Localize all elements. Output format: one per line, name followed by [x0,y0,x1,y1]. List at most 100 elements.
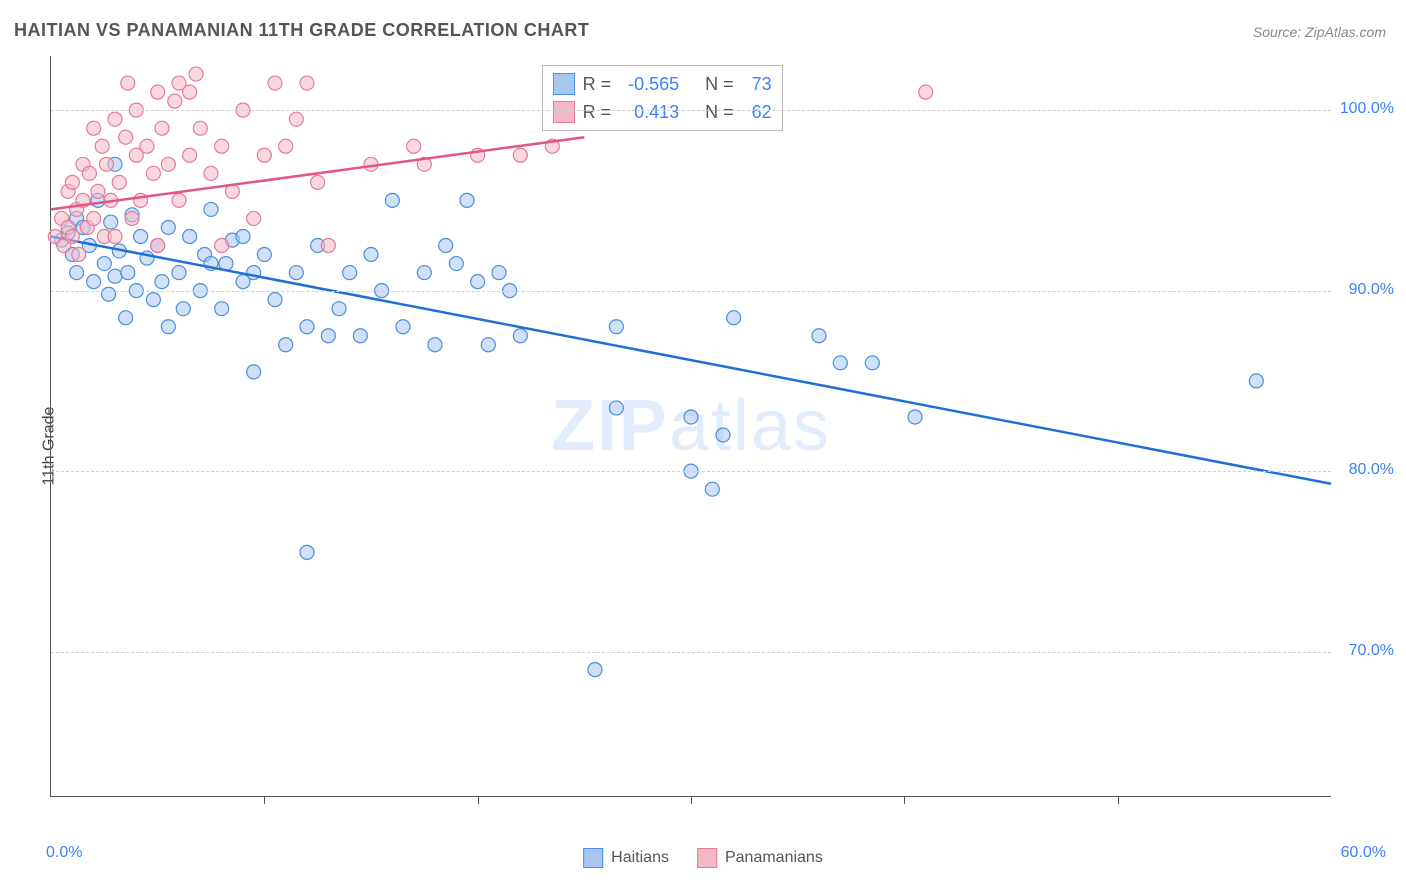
data-point [125,211,139,225]
x-tick [1118,796,1119,804]
y-tick-label: 80.0% [1349,461,1394,479]
data-point [321,239,335,253]
data-point [343,266,357,280]
data-point [300,545,314,559]
data-point [65,175,79,189]
data-point [151,239,165,253]
data-point [311,175,325,189]
data-point [449,257,463,271]
data-point [95,139,109,153]
y-tick-label: 70.0% [1349,642,1394,660]
data-point [908,410,922,424]
data-point [91,184,105,198]
x-tick-label: 60.0% [1341,844,1386,862]
data-point [161,157,175,171]
data-point [247,211,261,225]
r-label: R = [583,74,612,95]
data-point [289,112,303,126]
gridline-horizontal [51,110,1331,111]
data-point [183,229,197,243]
data-point [684,410,698,424]
series-swatch [553,101,575,123]
data-point [121,266,135,280]
data-point [289,266,303,280]
legend-item: Haitians [583,848,669,868]
data-point [439,239,453,253]
x-tick [478,796,479,804]
data-point [121,76,135,90]
data-point [119,130,133,144]
data-point [87,211,101,225]
r-label: R = [583,102,612,123]
data-point [146,293,160,307]
data-point [87,121,101,135]
data-point [215,139,229,153]
correlation-stats-box: R =-0.565N =73R =0.413N =62 [542,65,783,131]
legend-label: Panamanians [725,849,823,867]
source-attribution: Source: ZipAtlas.com [1253,24,1386,40]
legend-item: Panamanians [697,848,823,868]
data-point [99,157,113,171]
data-point [716,428,730,442]
data-point [321,329,335,343]
data-point [812,329,826,343]
data-point [257,148,271,162]
data-point [161,320,175,334]
trend-line [51,236,1331,483]
data-point [833,356,847,370]
data-point [428,338,442,352]
data-point [919,85,933,99]
data-point [332,302,346,316]
data-point [247,365,261,379]
legend-swatch [697,848,717,868]
x-tick [904,796,905,804]
data-point [155,275,169,289]
data-point [460,193,474,207]
data-point [257,248,271,262]
data-point [279,338,293,352]
data-point [300,320,314,334]
data-point [396,320,410,334]
data-point [215,302,229,316]
data-point [1249,374,1263,388]
data-point [172,266,186,280]
data-point [183,85,197,99]
gridline-horizontal [51,652,1331,653]
data-point [705,482,719,496]
n-value: 62 [742,102,772,123]
data-point [268,76,282,90]
data-point [70,266,84,280]
data-point [279,139,293,153]
chart-title: HAITIAN VS PANAMANIAN 11TH GRADE CORRELA… [14,20,589,41]
r-value: 0.413 [619,102,679,123]
legend-swatch [583,848,603,868]
data-point [108,229,122,243]
data-point [268,293,282,307]
data-point [300,76,314,90]
data-point [161,220,175,234]
data-point [108,269,122,283]
x-tick [691,796,692,804]
data-point [134,229,148,243]
x-tick [264,796,265,804]
data-point [104,215,118,229]
legend-label: Haitians [611,849,669,867]
data-point [193,121,207,135]
data-point [72,248,86,262]
data-point [588,663,602,677]
data-point [168,94,182,108]
chart-svg [51,56,1331,796]
data-point [176,302,190,316]
stats-row: R =-0.565N =73 [553,70,772,98]
n-label: N = [705,74,734,95]
data-point [183,148,197,162]
stats-row: R =0.413N =62 [553,98,772,126]
data-point [513,329,527,343]
data-point [481,338,495,352]
data-point [353,329,367,343]
gridline-horizontal [51,291,1331,292]
gridline-horizontal [51,471,1331,472]
data-point [155,121,169,135]
chart-container: HAITIAN VS PANAMANIAN 11TH GRADE CORRELA… [0,0,1406,892]
data-point [97,257,111,271]
